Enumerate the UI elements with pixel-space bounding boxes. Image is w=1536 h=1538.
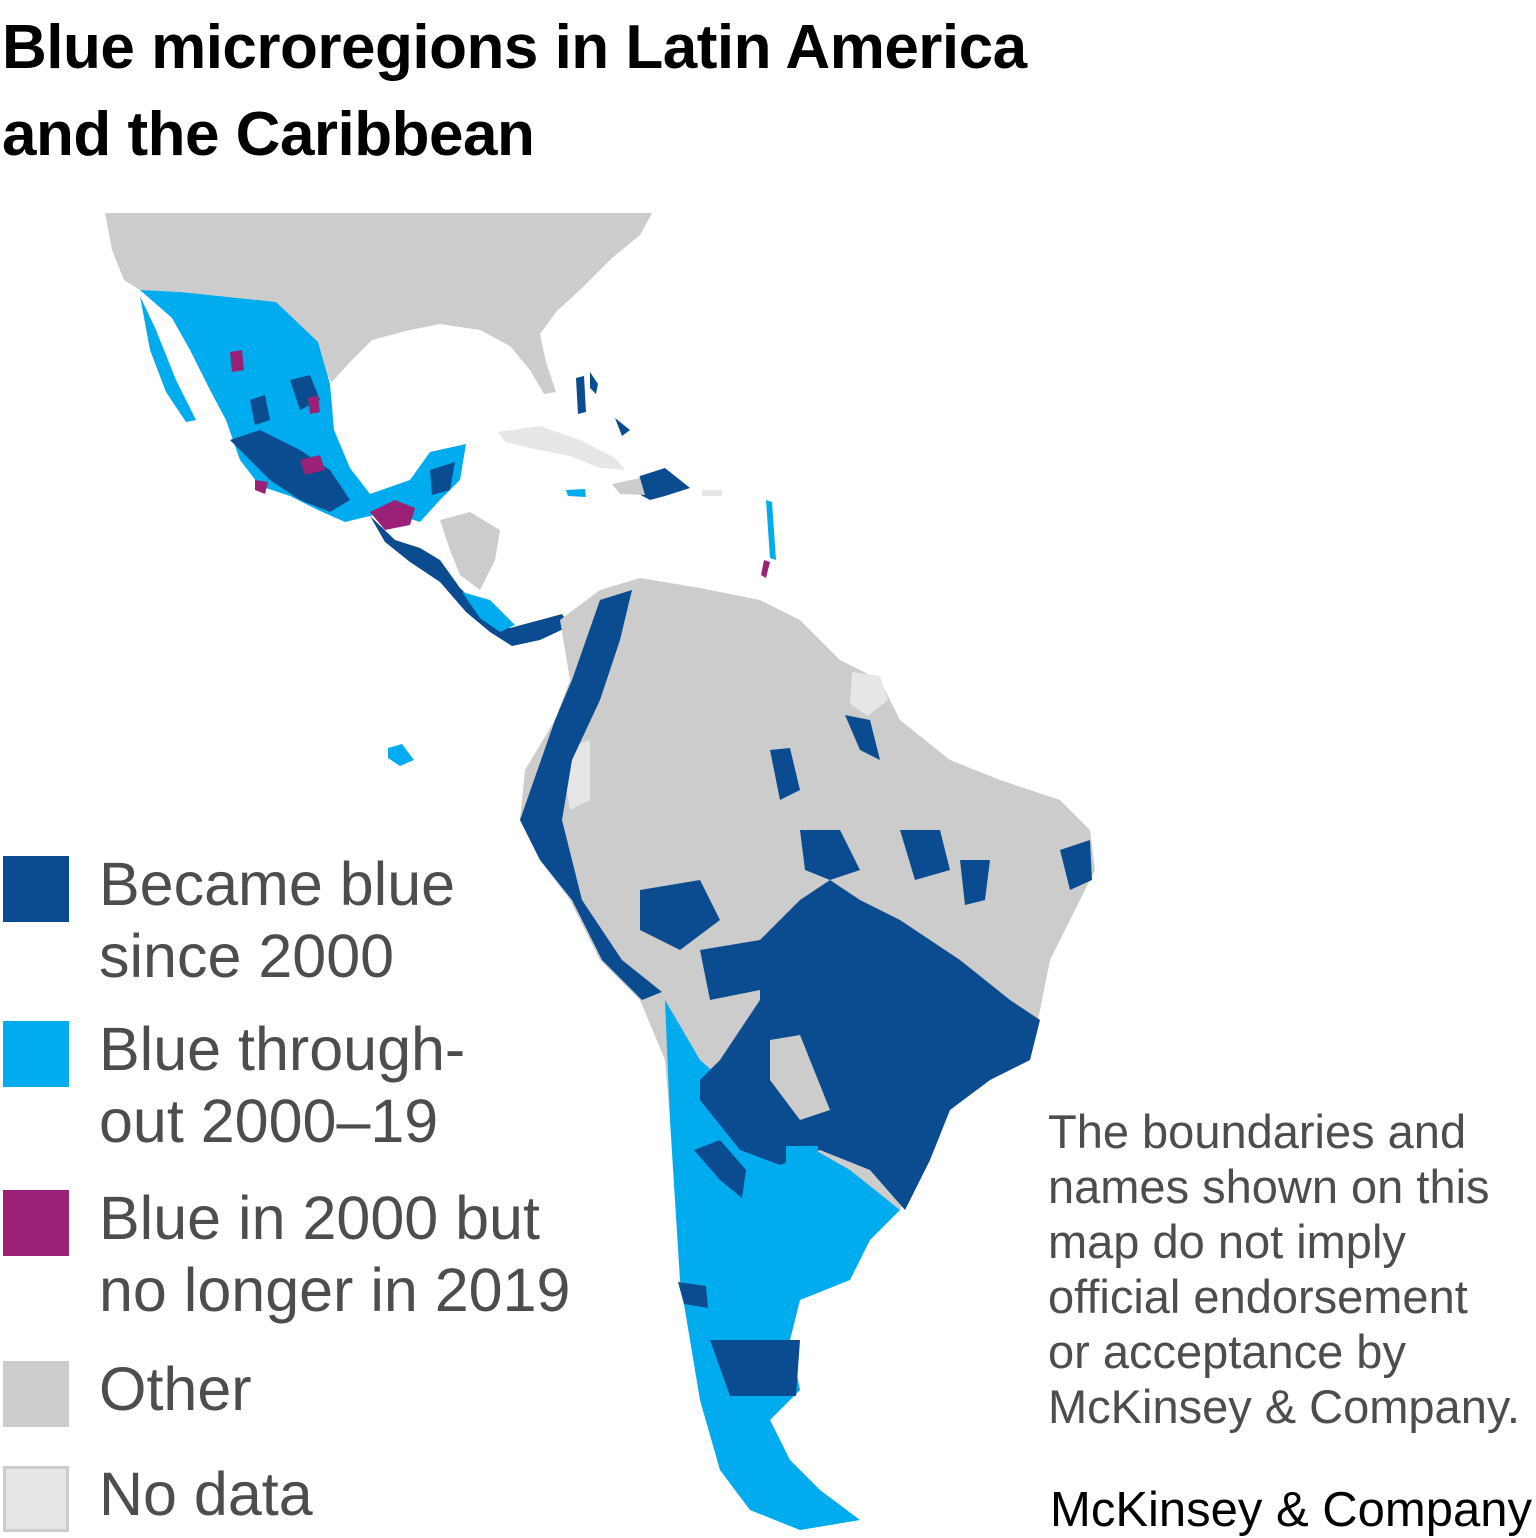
disclaimer-line: names shown on this — [1048, 1160, 1490, 1213]
disclaimer-line: McKinsey & Company. — [1048, 1380, 1520, 1433]
map-disclaimer: The boundaries and names shown on this m… — [1048, 1104, 1520, 1434]
legend-label-line: Other — [99, 1355, 252, 1423]
legend-label-line: Blue in 2000 but — [99, 1184, 540, 1252]
legend-swatch — [3, 1021, 69, 1087]
region-jamaica — [566, 489, 586, 497]
amazon-dark-patches — [640, 715, 1092, 1000]
legend-label-line: Became blue — [99, 850, 456, 918]
disclaimer-line: The boundaries and — [1048, 1105, 1467, 1158]
legend-swatch — [3, 1190, 69, 1256]
region-andes-strip — [520, 590, 662, 1000]
region-baja-california — [140, 296, 196, 422]
region-rs-light — [786, 1146, 818, 1190]
region-french-guiana-no-data — [850, 672, 888, 716]
legend-label-line: since 2000 — [99, 922, 395, 990]
mexico-dark-patches — [230, 375, 455, 512]
map-legend: Became blue since 2000 Blue through- out… — [0, 0, 620, 1536]
region-chubut-dark — [678, 1282, 708, 1308]
disclaimer-line: map do not imply — [1048, 1215, 1406, 1268]
title-line-2: and the Caribbean — [2, 100, 535, 169]
region-mendoza-dark — [694, 1140, 746, 1198]
region-haiti — [612, 478, 645, 495]
legend-label: Became blue since 2000 — [99, 848, 455, 992]
legend-label-line: out 2000–19 — [99, 1087, 439, 1155]
region-usa — [105, 213, 652, 394]
region-galapagos — [388, 744, 414, 766]
disclaimer-line: or acceptance by — [1048, 1325, 1406, 1378]
legend-label-line: no longer in 2019 — [99, 1256, 571, 1324]
region-belize-honduras-other — [440, 512, 500, 590]
legend-swatch — [3, 1466, 69, 1532]
region-central-america — [370, 516, 570, 646]
title-line-1: Blue microregions in Latin America — [2, 13, 1027, 82]
disclaimer-line: official endorsement — [1048, 1270, 1468, 1323]
legend-label: Blue through- out 2000–19 — [99, 1013, 465, 1157]
map-title: Blue microregions in Latin America and t… — [2, 4, 1027, 178]
region-patagonia-dark — [710, 1340, 800, 1396]
region-cuba — [498, 426, 625, 470]
region-southern-cone — [665, 1000, 900, 1530]
legend-label-line: Blue through- — [99, 1015, 466, 1083]
legend-label: No data — [99, 1458, 313, 1530]
region-hispaniola — [635, 468, 690, 500]
region-central-gap — [770, 1035, 830, 1120]
purple-patches — [230, 350, 770, 578]
region-puerto-rico — [702, 490, 722, 496]
mckinsey-logo: McKinsey & Company — [1050, 1483, 1533, 1537]
region-costa-rica — [462, 592, 515, 632]
legend-label: Other — [99, 1353, 252, 1425]
legend-label: Blue in 2000 but no longer in 2019 — [99, 1182, 570, 1326]
region-brazil-central-south — [700, 880, 1040, 1210]
legend-swatch — [3, 856, 69, 922]
legend-label-line: No data — [99, 1460, 313, 1528]
region-lesser-antilles — [766, 500, 776, 560]
legend-swatch — [3, 1361, 69, 1427]
region-bahamas — [576, 372, 630, 436]
